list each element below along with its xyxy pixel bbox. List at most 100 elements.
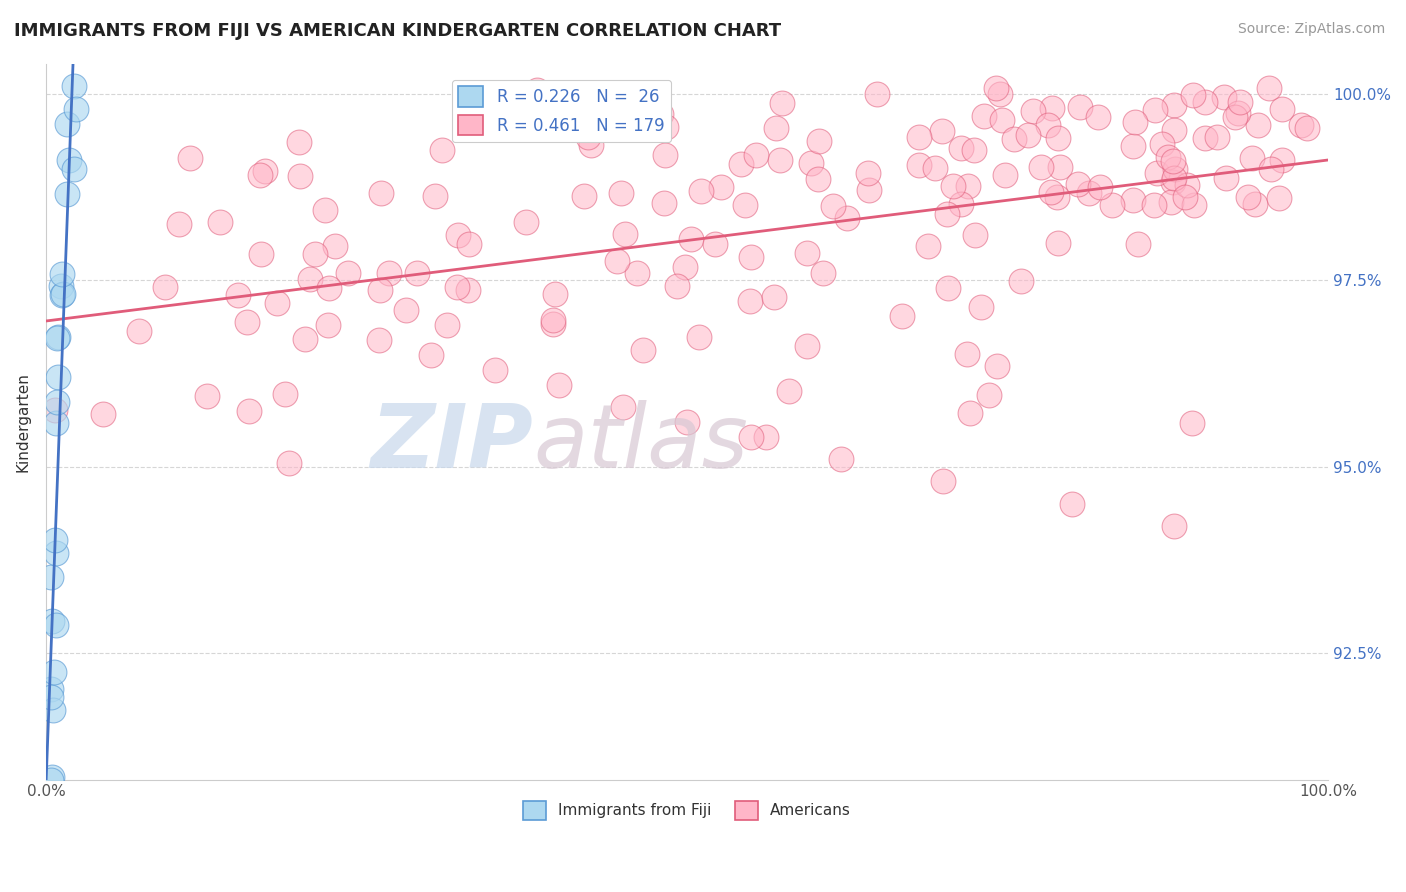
Point bbox=[1046, 235, 1069, 250]
Point bbox=[991, 113, 1014, 128]
Point bbox=[807, 171, 830, 186]
Point bbox=[908, 129, 931, 144]
Point bbox=[314, 203, 336, 218]
Point bbox=[679, 232, 702, 246]
Point bbox=[936, 207, 959, 221]
Point bbox=[858, 183, 880, 197]
Point bbox=[986, 359, 1008, 373]
Point bbox=[288, 169, 311, 184]
Point bbox=[195, 389, 218, 403]
Point bbox=[484, 362, 506, 376]
Point bbox=[42, 703, 65, 717]
Point bbox=[673, 260, 696, 274]
Point bbox=[973, 109, 995, 123]
Point bbox=[167, 217, 190, 231]
Point bbox=[942, 179, 965, 194]
Point bbox=[1174, 190, 1197, 204]
Point bbox=[49, 278, 72, 293]
Point bbox=[738, 293, 761, 308]
Point bbox=[65, 102, 87, 116]
Point bbox=[1267, 191, 1289, 205]
Point bbox=[236, 315, 259, 329]
Point bbox=[48, 330, 70, 344]
Point bbox=[1229, 95, 1251, 110]
Point bbox=[931, 124, 953, 138]
Legend: Immigrants from Fiji, Americans: Immigrants from Fiji, Americans bbox=[517, 795, 856, 826]
Point bbox=[740, 250, 762, 264]
Point bbox=[541, 317, 564, 331]
Text: ZIP: ZIP bbox=[370, 400, 533, 487]
Point bbox=[1002, 132, 1025, 146]
Point bbox=[304, 246, 326, 260]
Point bbox=[1163, 97, 1185, 112]
Text: IMMIGRANTS FROM FIJI VS AMERICAN KINDERGARTEN CORRELATION CHART: IMMIGRANTS FROM FIJI VS AMERICAN KINDERG… bbox=[14, 22, 782, 40]
Point bbox=[1156, 150, 1178, 164]
Point bbox=[457, 236, 479, 251]
Point bbox=[278, 456, 301, 470]
Point bbox=[41, 770, 63, 784]
Point bbox=[688, 330, 710, 344]
Y-axis label: Kindergarten: Kindergarten bbox=[15, 372, 30, 472]
Point bbox=[288, 135, 311, 149]
Point bbox=[1260, 161, 1282, 176]
Point bbox=[1087, 110, 1109, 124]
Point bbox=[614, 227, 637, 241]
Point bbox=[965, 228, 987, 243]
Point bbox=[655, 120, 678, 134]
Point bbox=[932, 475, 955, 489]
Point bbox=[1049, 160, 1071, 174]
Point bbox=[917, 239, 939, 253]
Point bbox=[1205, 129, 1227, 144]
Point bbox=[208, 214, 231, 228]
Point bbox=[821, 199, 844, 213]
Point bbox=[652, 196, 675, 211]
Point bbox=[866, 87, 889, 101]
Point bbox=[1090, 180, 1112, 194]
Point bbox=[574, 189, 596, 203]
Point bbox=[1101, 198, 1123, 212]
Point bbox=[39, 681, 62, 696]
Point bbox=[128, 324, 150, 338]
Point bbox=[45, 546, 67, 560]
Point bbox=[1163, 519, 1185, 533]
Point bbox=[606, 254, 628, 268]
Point bbox=[1163, 123, 1185, 137]
Point bbox=[299, 272, 322, 286]
Point bbox=[830, 452, 852, 467]
Point bbox=[41, 570, 63, 584]
Point bbox=[368, 283, 391, 297]
Point bbox=[526, 83, 548, 97]
Point bbox=[734, 198, 756, 212]
Point bbox=[51, 288, 73, 302]
Point bbox=[336, 266, 359, 280]
Point bbox=[46, 369, 69, 384]
Point bbox=[800, 156, 823, 170]
Point bbox=[1040, 102, 1063, 116]
Point bbox=[1296, 120, 1319, 135]
Point bbox=[294, 332, 316, 346]
Point bbox=[1046, 190, 1069, 204]
Point bbox=[1291, 118, 1313, 132]
Point bbox=[956, 178, 979, 193]
Point bbox=[666, 278, 689, 293]
Point bbox=[631, 343, 654, 358]
Point bbox=[977, 387, 1000, 401]
Point bbox=[959, 407, 981, 421]
Point bbox=[612, 400, 634, 414]
Point bbox=[44, 533, 66, 547]
Point bbox=[1029, 160, 1052, 174]
Point bbox=[316, 318, 339, 332]
Point bbox=[1128, 236, 1150, 251]
Point bbox=[41, 614, 63, 628]
Point bbox=[446, 280, 468, 294]
Point bbox=[710, 179, 733, 194]
Point bbox=[274, 387, 297, 401]
Point bbox=[153, 280, 176, 294]
Point bbox=[541, 312, 564, 326]
Point bbox=[55, 117, 77, 131]
Point bbox=[650, 107, 672, 121]
Text: atlas: atlas bbox=[533, 401, 748, 486]
Point bbox=[811, 266, 834, 280]
Point bbox=[1069, 100, 1091, 114]
Point bbox=[378, 266, 401, 280]
